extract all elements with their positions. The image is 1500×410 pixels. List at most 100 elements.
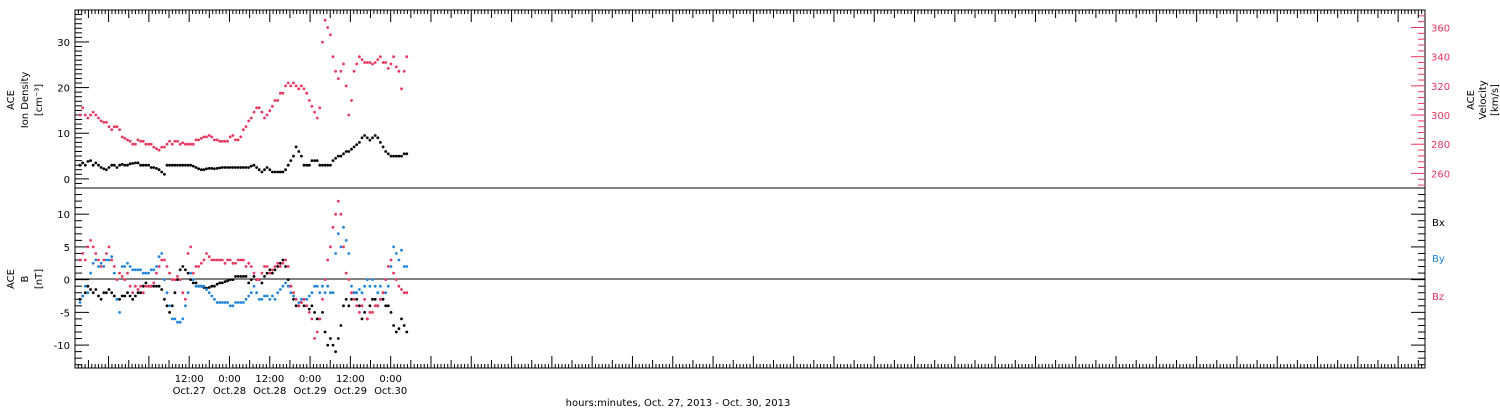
density-point (394, 154, 398, 158)
bz-point (207, 255, 211, 259)
bz-point (78, 258, 82, 262)
bottom-ylabel: ACE B [nT] (6, 269, 45, 289)
velocity-point (392, 55, 395, 59)
bz-point (326, 258, 330, 262)
bx-point (207, 286, 211, 289)
by-point (78, 301, 82, 304)
velocity-point (278, 91, 282, 95)
bottom-ylabel-line1: ACE (6, 269, 17, 289)
by-point (126, 261, 129, 265)
density-point (307, 163, 311, 167)
bz-point (278, 265, 282, 268)
by-point (178, 320, 182, 324)
density-point (202, 168, 206, 172)
top-right-tick-label: 340 (1431, 53, 1450, 64)
bz-point (297, 304, 301, 308)
bz-point (144, 284, 148, 288)
top-right-tick-label: 300 (1431, 111, 1450, 122)
bz-point (139, 284, 143, 288)
by-point (405, 265, 409, 268)
density-point (294, 145, 298, 149)
bz-point (86, 245, 90, 249)
density-point (186, 163, 190, 167)
velocity-point (297, 87, 301, 91)
density-point (329, 163, 332, 167)
by-point (197, 284, 201, 288)
bx-point (331, 343, 335, 347)
by-point (186, 291, 190, 295)
bx-point (186, 271, 190, 275)
density-point (355, 143, 359, 147)
bx-point (342, 304, 345, 308)
density-point (105, 168, 108, 172)
density-point (194, 166, 198, 169)
density-point (302, 163, 306, 167)
velocity-point (184, 142, 187, 146)
bz-point (234, 261, 237, 265)
bx-point (315, 317, 319, 321)
bz-point (155, 271, 158, 275)
velocity-point (389, 62, 393, 66)
bx-point (105, 291, 108, 295)
bx-point (397, 327, 401, 331)
x-axis-label: hours:minutes, Oct. 27, 2013 - Oct. 30, … (566, 398, 791, 409)
bz-point (313, 337, 316, 340)
density-point (152, 166, 156, 169)
velocity-point (81, 106, 85, 110)
velocity-point (149, 142, 153, 146)
by-point (360, 291, 364, 295)
by-point (386, 284, 390, 288)
velocity-point (86, 116, 90, 120)
bx-point (210, 284, 214, 288)
by-point (255, 291, 258, 295)
by-point (226, 301, 230, 304)
bz-point (165, 265, 169, 268)
velocity-point (123, 137, 127, 140)
density-point (347, 150, 351, 153)
velocity-point (97, 116, 100, 120)
bottom-tick-label: -10 (54, 341, 70, 352)
by-point (218, 301, 222, 304)
density-point (260, 170, 264, 174)
bx-point (178, 268, 182, 272)
density-point (255, 166, 258, 169)
bz-point (126, 271, 129, 275)
by-point (394, 252, 398, 255)
by-point (213, 297, 216, 301)
by-point (173, 317, 177, 321)
x-tick-date-label: Oct.28 (213, 386, 246, 397)
density-point (199, 168, 203, 172)
by-point (236, 301, 240, 304)
x-tick-time-label: 0:00 (299, 374, 321, 385)
density-point (112, 163, 116, 167)
bz-point (397, 284, 401, 288)
velocity-point (394, 65, 398, 69)
velocity-point (260, 110, 264, 114)
density-point (210, 167, 214, 170)
bz-point (392, 271, 395, 275)
bx-point (400, 317, 403, 321)
density-point (97, 163, 100, 167)
velocity-point (384, 61, 388, 64)
top-left-tick-label: 20 (57, 84, 70, 95)
bz-point (91, 245, 95, 249)
bz-point (249, 265, 253, 268)
by-point (376, 291, 380, 295)
bz-point (202, 258, 206, 262)
density-point (300, 154, 303, 158)
top-right-ylabel-line2: Velocity (1478, 80, 1489, 119)
bz-point (358, 311, 361, 314)
bx-point (97, 294, 100, 298)
density-point (271, 170, 274, 174)
velocity-point (176, 139, 179, 143)
velocity-point (342, 62, 345, 66)
x-tick-date-label: Oct.27 (173, 386, 206, 397)
by-point (144, 271, 148, 275)
bz-point (286, 265, 290, 268)
by-point (368, 284, 372, 288)
bottom-tick-label: 10 (57, 210, 70, 221)
density-point (128, 162, 132, 166)
density-point (318, 163, 322, 167)
velocity-point (110, 128, 114, 132)
top-right-ylabel-line3: [km/s] (1490, 84, 1500, 116)
